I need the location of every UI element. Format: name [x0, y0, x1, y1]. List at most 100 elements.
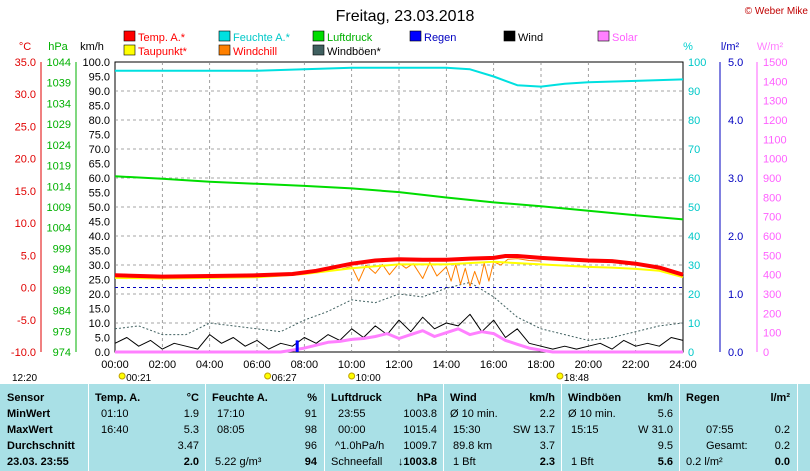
- header-wind: Wind: [450, 392, 477, 404]
- pressure-tick-label: 1044: [47, 57, 71, 69]
- x-tick-label: 12:00: [385, 359, 413, 371]
- wind-min-value: 2.2: [539, 408, 555, 420]
- legend-swatch: [123, 30, 136, 42]
- wind-tick-label: 85.0: [89, 101, 110, 113]
- series-line-solar: [115, 327, 683, 354]
- legend-label: Luftdruck: [327, 32, 373, 44]
- pressure-trend: ^1.0hPa/h: [335, 440, 385, 452]
- temp-tick-label: -5.0: [17, 315, 36, 327]
- humidity-tick-label: 0: [688, 347, 694, 359]
- sun-icon: [118, 372, 126, 380]
- sunrise-marker-time: 00:21: [126, 373, 151, 384]
- solar-tick-label: 400: [763, 270, 781, 282]
- legend-swatch: [123, 44, 136, 56]
- series-line-windb-en: [114, 281, 684, 341]
- wind-max-time: 15:30: [453, 424, 481, 436]
- solar-tick-label: 300: [763, 289, 781, 301]
- solar-tick-label: 0: [763, 347, 769, 359]
- sun-icon: [348, 372, 356, 380]
- wind-tick-label: 35.0: [89, 246, 110, 258]
- series-line-feuchte-a: [115, 66, 684, 88]
- sun-icon: [556, 372, 564, 380]
- humidity-tick-label: 30: [688, 260, 700, 272]
- x-tick-label: 16:00: [480, 359, 508, 371]
- pressure-tick-label: 1034: [47, 98, 71, 110]
- wind-tick-label: 90.0: [89, 86, 110, 98]
- x-tick-label: 18:00: [527, 359, 555, 371]
- humidity-tick-label: 80: [688, 115, 700, 127]
- gust-min-value: 5.6: [657, 408, 673, 420]
- x-tick-label: 10:00: [338, 359, 366, 371]
- solar-tick-label: 500: [763, 250, 781, 262]
- wind-tick-label: 5.0: [95, 333, 110, 345]
- pressure-tick-label: 994: [53, 264, 71, 276]
- wind-avg-value: 3.7: [539, 440, 555, 452]
- solar-tick-label: 1400: [763, 76, 787, 88]
- rain-tick-label: 3.0: [728, 173, 743, 185]
- wind-distance: 89.8 km: [453, 440, 493, 452]
- legend-label: Taupunkt*: [138, 46, 188, 58]
- legend-label: Windböen*: [327, 46, 382, 58]
- current-datetime: 23.03. 23:55: [7, 456, 69, 468]
- sunrise-marker-time: 12:20: [12, 373, 37, 384]
- axis-unit-solar: W/m²: [757, 41, 784, 53]
- pressure-max-time: 00:00: [338, 424, 366, 436]
- axis-unit-wind: km/h: [80, 41, 104, 53]
- header-temp-unit: °C: [186, 392, 199, 404]
- rain-total-value: 0.2: [774, 440, 790, 452]
- wind-tick-label: 10.0: [89, 318, 110, 330]
- temp-tick-label: 0.0: [21, 283, 36, 295]
- wind-current-value: 2.3: [539, 456, 555, 468]
- table-row-current: 23.03. 23:55 2.0 5.22 g/m³ 94 Schneefall…: [0, 456, 810, 470]
- rain-total-label: Gesamt:: [706, 440, 748, 452]
- gust-avg-value: 9.5: [657, 440, 673, 452]
- legend-swatch: [409, 30, 422, 42]
- legend-label: Regen: [424, 32, 456, 44]
- humidity-absolute: 5.22 g/m³: [215, 456, 262, 468]
- header-gust: Windböen: [568, 392, 622, 404]
- humidity-tick-label: 100: [688, 57, 706, 69]
- pressure-tick-label: 1014: [47, 181, 71, 193]
- sunrise-marker-time: 18:48: [564, 373, 589, 384]
- x-tick-label: 24:00: [669, 359, 697, 371]
- humidity-max-time: 08:05: [217, 424, 245, 436]
- gust-avg-label: Ø 10 min.: [568, 408, 616, 420]
- wind-tick-label: 20.0: [89, 289, 110, 301]
- table-header-row: Sensor Temp. A. °C Feuchte A. % Luftdruc…: [0, 392, 810, 406]
- rain-tick-label: 1.0: [728, 289, 743, 301]
- pressure-tick-label: 999: [53, 243, 71, 255]
- rain-tick-label: 4.0: [728, 115, 743, 127]
- weather-chart: Freitag, 23.03.2018 © Weber Mike Temp. A.*…: [11, 6, 809, 384]
- axis-unit-rain: l/m²: [721, 41, 740, 53]
- pressure-avg-value: 1009.7: [403, 440, 437, 452]
- pressure-max-value: 1015.4: [403, 424, 437, 436]
- wind-tick-label: 30.0: [89, 260, 110, 272]
- pressure-tick-label: 1004: [47, 223, 71, 235]
- row-label: Durchschnitt: [7, 440, 75, 452]
- x-tick-label: 22:00: [622, 359, 650, 371]
- solar-tick-label: 1100: [763, 134, 787, 146]
- header-pressure: Luftdruck: [331, 392, 382, 404]
- x-tick-label: 04:00: [196, 359, 224, 371]
- legend-label: Wind: [518, 32, 543, 44]
- wind-max-value: SW 13.7: [512, 424, 555, 436]
- legend-label: Solar: [612, 32, 638, 44]
- temp-tick-label: 10.0: [15, 218, 36, 230]
- temp-min-time: 01:10: [101, 408, 129, 420]
- solar-tick-label: 1000: [763, 154, 787, 166]
- temp-avg-value: 3.47: [177, 440, 199, 452]
- humidity-tick-label: 20: [688, 289, 700, 301]
- legend-label: Temp. A.*: [138, 32, 186, 44]
- series-line-luftdruck: [114, 175, 684, 221]
- humidity-min-time: 17:10: [217, 408, 245, 420]
- wind-tick-label: 40.0: [89, 231, 110, 243]
- temp-tick-label: 20.0: [15, 154, 36, 166]
- gust-current-value: 5.6: [657, 456, 673, 468]
- wind-tick-label: 55.0: [89, 188, 110, 200]
- wind-beaufort: 1 Bft: [453, 456, 476, 468]
- rain-max-time: 07:55: [706, 424, 734, 436]
- temp-max-time: 16:40: [101, 424, 129, 436]
- humidity-tick-label: 70: [688, 144, 700, 156]
- rain-max-value: 0.2: [774, 424, 790, 436]
- legend-swatch: [218, 44, 231, 56]
